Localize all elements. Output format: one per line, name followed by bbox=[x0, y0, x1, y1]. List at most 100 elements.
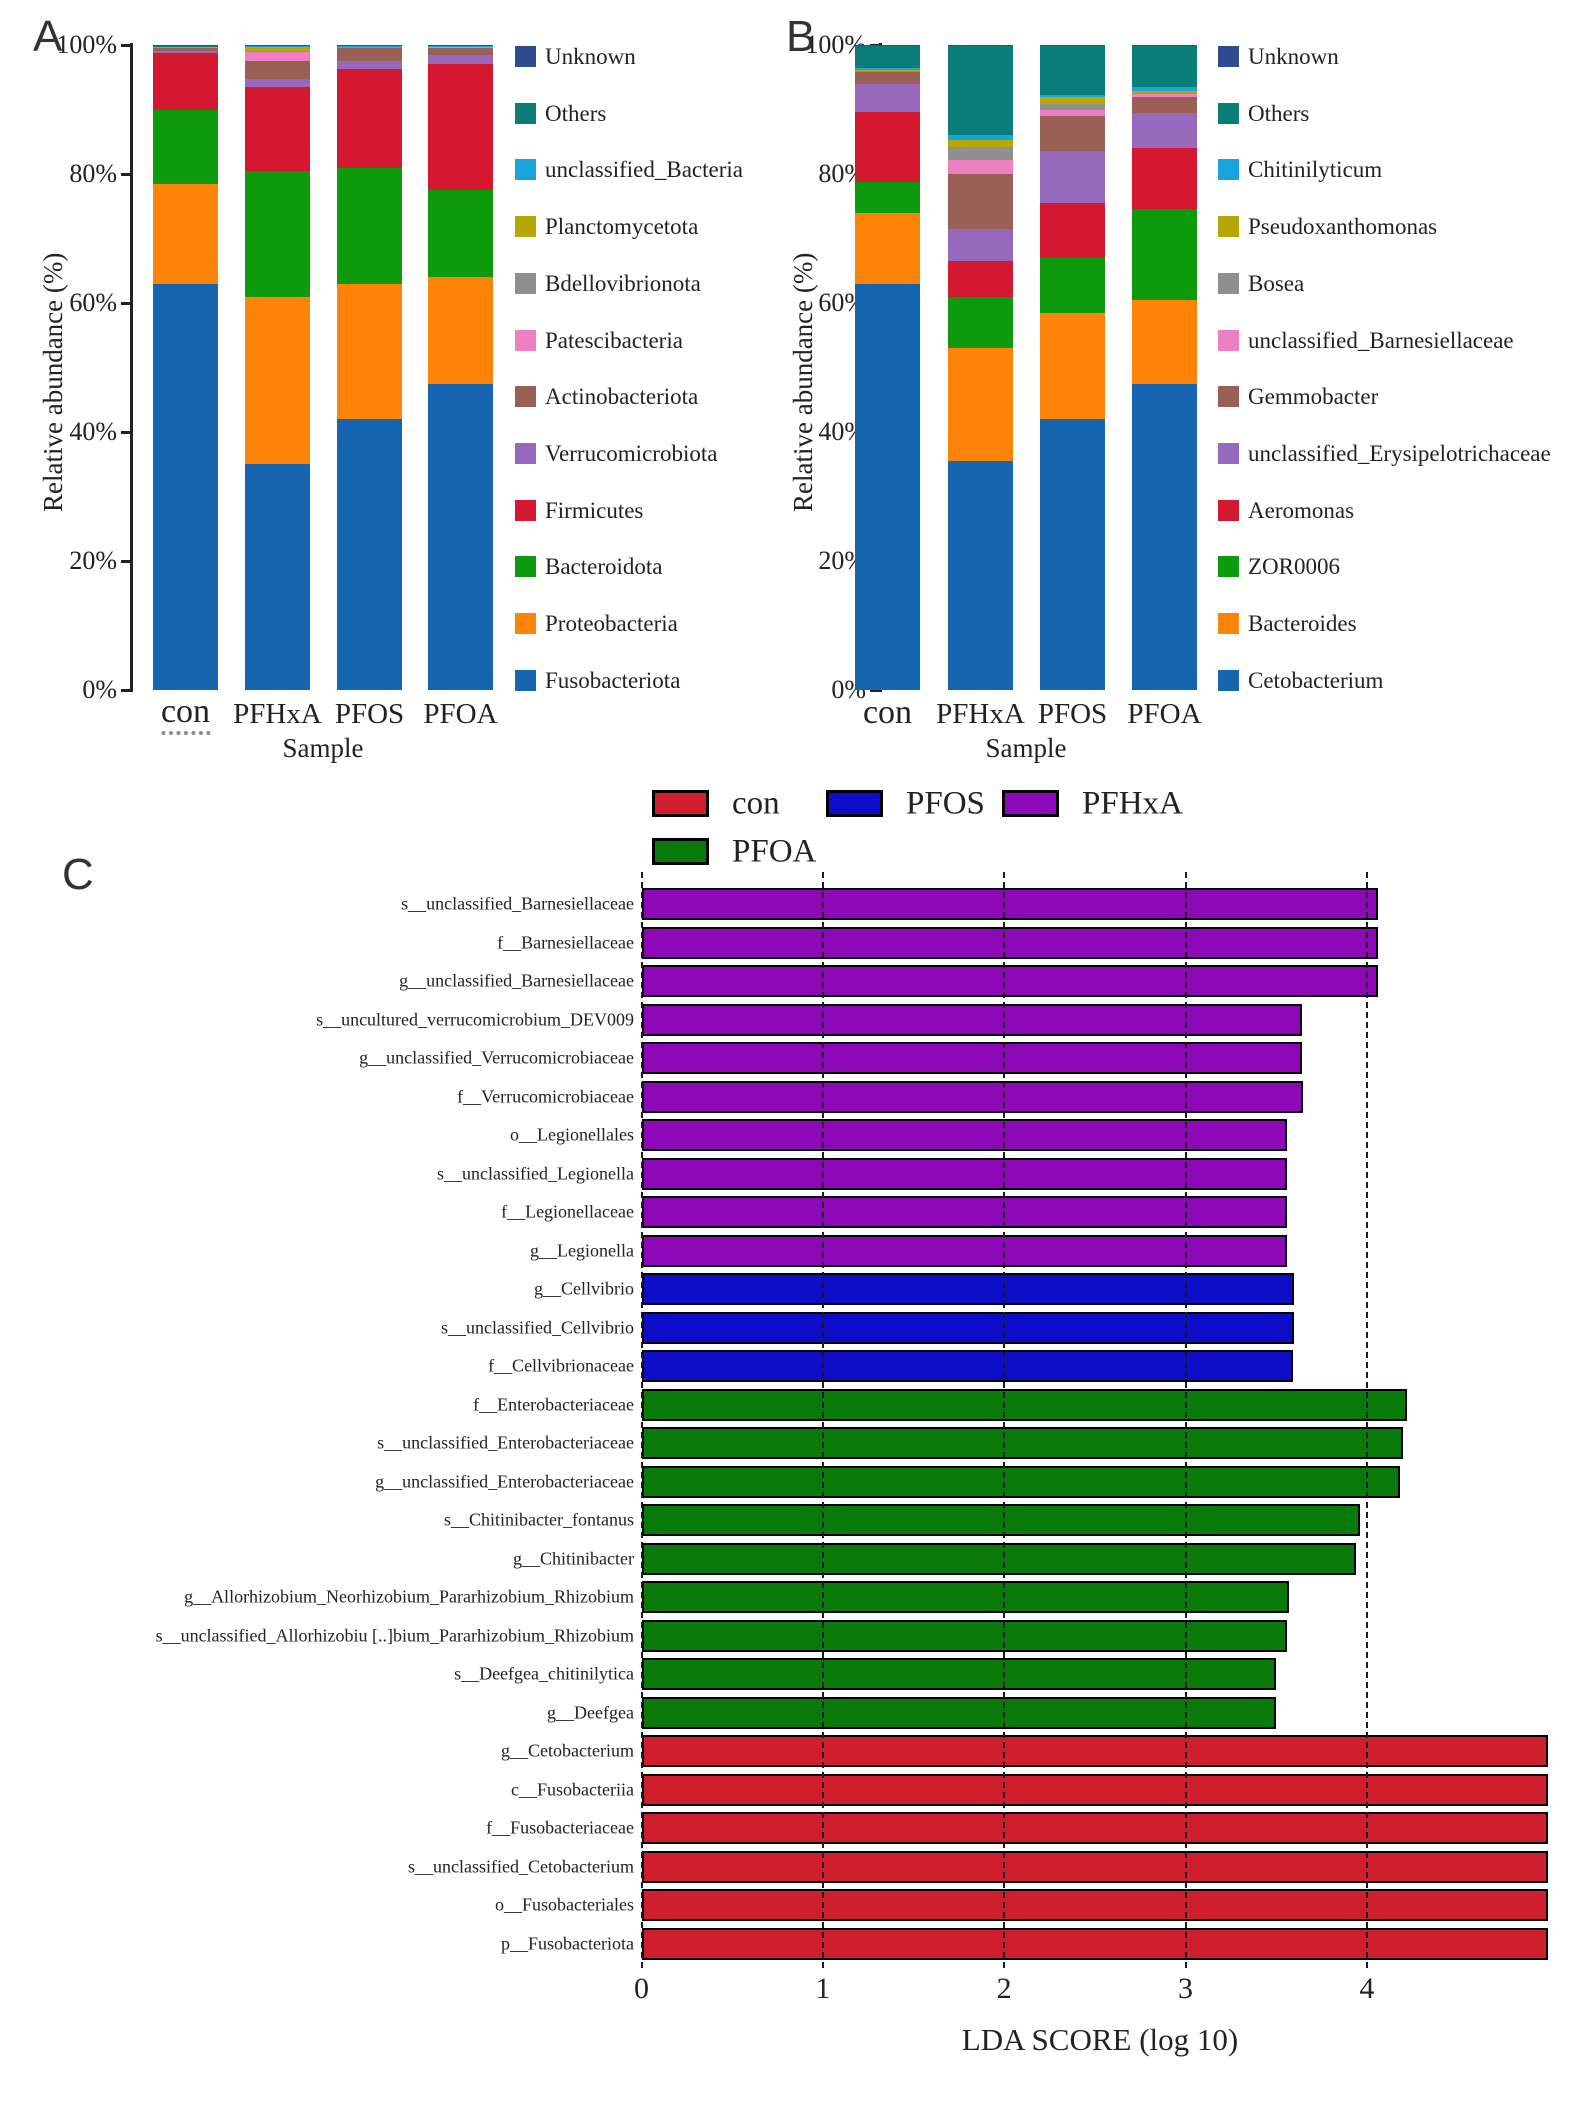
panel-c-gridline-0 bbox=[640, 872, 643, 1968]
panel-b-legend-swatch-Unknown bbox=[1218, 46, 1239, 67]
panel-b-segment-Others bbox=[1040, 45, 1105, 95]
panel-b-segment-Gemmobacter bbox=[948, 174, 1013, 229]
panel-a-legend-label-Others: Others bbox=[545, 100, 607, 126]
panel-c-bar-label: g__Allorhizobium_Neorhizobium_Pararhizob… bbox=[184, 1586, 634, 1607]
panel-c-bar-label: f__Legionellaceae bbox=[501, 1201, 634, 1222]
panel-a-y-tick-mark bbox=[121, 43, 130, 47]
panel-c-bar-label: c__Fusobacteriia bbox=[511, 1779, 634, 1799]
panel-a-segment-Bdellovibrionota bbox=[245, 50, 310, 52]
panel-c-bar-label: g__unclassified_Enterobacteriaceae bbox=[375, 1471, 634, 1491]
panel-c-bar-label: g__Chitinibacter bbox=[513, 1548, 634, 1568]
panel-b-segment-Others bbox=[948, 46, 1013, 135]
panel-c-bar-con bbox=[641, 1735, 1549, 1767]
panel-a-y-tick-label: 0% bbox=[82, 675, 117, 704]
panel-a-bar-PFHxA bbox=[245, 45, 310, 690]
panel-a-segment-Fusobacteriota bbox=[337, 419, 402, 690]
panel-b-segment-Chitinilyticum bbox=[948, 134, 1013, 140]
panel-b-y-tick-label: 0% bbox=[831, 675, 866, 704]
panel-b-segment-Chitinilyticum bbox=[1132, 86, 1197, 91]
panel-b-bar-PFOA bbox=[1132, 45, 1197, 690]
panel-b-segment-Bosea bbox=[1132, 93, 1197, 95]
panel-a-legend-swatch-Patescibacteria bbox=[515, 329, 536, 351]
panel-c-bar-PFHxA bbox=[641, 1080, 1304, 1113]
panel-a-segment-Proteobacteria bbox=[428, 277, 493, 384]
panel-a-y-tick-label: 20% bbox=[69, 546, 117, 575]
panel-c-bar-con bbox=[641, 1889, 1549, 1921]
panel-b-segment-Gemmobacter bbox=[855, 72, 920, 85]
panel-b-legend-swatch-Bosea bbox=[1218, 272, 1239, 294]
panel-c-bar-label: s__uncultured_verrucomicrobium_DEV009 bbox=[316, 1009, 634, 1029]
panel-a-segment-Bacteroidota bbox=[428, 190, 493, 278]
panel-c-bar-PFOA bbox=[641, 1619, 1288, 1652]
panel-a-bar-PFOA bbox=[428, 44, 493, 690]
panel-c-bar-PFOA bbox=[641, 1658, 1277, 1690]
panel-a-legend-label-Planctomycetota: Planctomycetota bbox=[545, 214, 699, 240]
panel-a-y-tick-label: 80% bbox=[69, 159, 117, 188]
panel-b-legend-label-Gemmobacter: Gemmobacter bbox=[1248, 384, 1379, 410]
panel-b-legend-swatch-Bacteroides bbox=[1218, 613, 1239, 634]
panel-c-bar-PFOS bbox=[641, 1350, 1293, 1382]
panel-b-segment-Cetobacterium bbox=[1040, 419, 1105, 690]
panel-a-segment-Firmicutes bbox=[153, 53, 218, 110]
panel-b-segment-Unknown bbox=[855, 45, 920, 47]
panel-c-bar-label: g__Deefgea bbox=[547, 1702, 634, 1722]
panel-b-segment-Bosea bbox=[948, 146, 1013, 160]
panel-a-y-tick-label: 60% bbox=[69, 288, 117, 317]
panel-c-bar-con bbox=[641, 1773, 1549, 1806]
panel-a-segment-Bacteroidota bbox=[337, 167, 402, 284]
panel-a-segment-Proteobacteria bbox=[337, 283, 402, 420]
panel-c-bar-label: s__unclassified_Cetobacterium bbox=[408, 1856, 634, 1876]
panel-b-legend-label-unclassified_Erysipelotrichaceae: unclassified_Erysipelotrichaceae bbox=[1248, 440, 1551, 466]
panel-a-y-tick-mark bbox=[121, 688, 130, 692]
panel-c-legend-swatch-PFOS bbox=[826, 790, 883, 817]
panel-c-letter: C bbox=[62, 850, 94, 899]
panel-a-x-axis-title: Sample bbox=[282, 733, 364, 763]
panel-c-bar-PFOA bbox=[641, 1465, 1400, 1498]
panel-c-bar-PFOA bbox=[641, 1504, 1360, 1536]
panel-b-legend-swatch-Cetobacterium bbox=[1218, 669, 1239, 691]
panel-a-legend-swatch-Proteobacteria bbox=[515, 613, 536, 634]
panel-b-segment-Cetobacterium bbox=[855, 283, 920, 690]
panel-a-legend-swatch-Fusobacteriota bbox=[515, 669, 536, 691]
panel-b-y-tick-mark bbox=[870, 43, 879, 47]
panel-b-segment-Aeromonas bbox=[855, 112, 920, 182]
panel-b-legend-swatch-Others bbox=[1218, 102, 1239, 124]
panel-b-legend-label-Bosea: Bosea bbox=[1248, 270, 1305, 296]
panel-c-legend-label-PFOS: PFOS bbox=[906, 785, 985, 822]
panel-b-x-axis-title: Sample bbox=[985, 733, 1067, 763]
panel-a-segment-Planctomycetota bbox=[245, 46, 310, 51]
panel-c-x-axis-title: LDA SCORE (log 10) bbox=[961, 2022, 1239, 2057]
panel-a-legend-swatch-Firmicutes bbox=[515, 499, 536, 521]
panel-b-segment-Pseudoxanthomonas bbox=[1040, 97, 1105, 104]
panel-b-segment-unclassified_Erysipelotrichaceae bbox=[855, 84, 920, 113]
panel-b-segment-Bosea bbox=[855, 70, 920, 72]
panel-a-segment-Verrucomicrobiota bbox=[245, 78, 310, 87]
panel-a-segment-Others bbox=[337, 45, 402, 46]
panel-a-segment-Verrucomicrobiota bbox=[337, 61, 402, 69]
panel-b-legend-swatch-ZOR0006 bbox=[1218, 556, 1239, 578]
panel-a-y-tick-label: 100% bbox=[56, 30, 117, 59]
panel-c-bar-label: f__Fusobacteriaceae bbox=[486, 1817, 634, 1838]
panel-a-legend-label-Proteobacteria: Proteobacteria bbox=[545, 611, 678, 636]
panel-b-segment-Cetobacterium bbox=[1132, 383, 1197, 690]
panel-a-category-label-PFOS: PFOS bbox=[334, 698, 405, 730]
panel-a-legend-swatch-Verrucomicrobiota bbox=[515, 442, 536, 464]
panel-a-segment-Bacteroidota bbox=[153, 109, 218, 184]
panel-b-segment-unclassified_Erysipelotrichaceae bbox=[948, 228, 1013, 262]
panel-b-segment-Bacteroides bbox=[855, 212, 920, 284]
panel-c-bar-label: s__unclassified_Cellvibrio bbox=[441, 1317, 634, 1337]
panel-c-gridline-2 bbox=[1003, 872, 1006, 1968]
panel-b-legend-swatch-Gemmobacter bbox=[1218, 386, 1239, 408]
panel-b-segment-Pseudoxanthomonas bbox=[948, 139, 1013, 147]
panel-c-bar-label: f__Cellvibrionaceae bbox=[488, 1355, 634, 1376]
panel-a-segment-Bacteroidota bbox=[245, 170, 310, 297]
panel-c-bar-con bbox=[641, 1812, 1549, 1844]
panel-b-segment-Others bbox=[1132, 46, 1197, 87]
panel-a-segment-Patescibacteria bbox=[337, 46, 402, 48]
panel-c-bar-PFOA bbox=[641, 1542, 1356, 1575]
panel-a-segment-Firmicutes bbox=[428, 64, 493, 191]
panel-b-segment-unclassified_Barnesiellaceae bbox=[1132, 94, 1197, 97]
panel-b-segment-Bacteroides bbox=[1040, 312, 1105, 420]
panel-a-bar-PFOS bbox=[337, 45, 402, 690]
